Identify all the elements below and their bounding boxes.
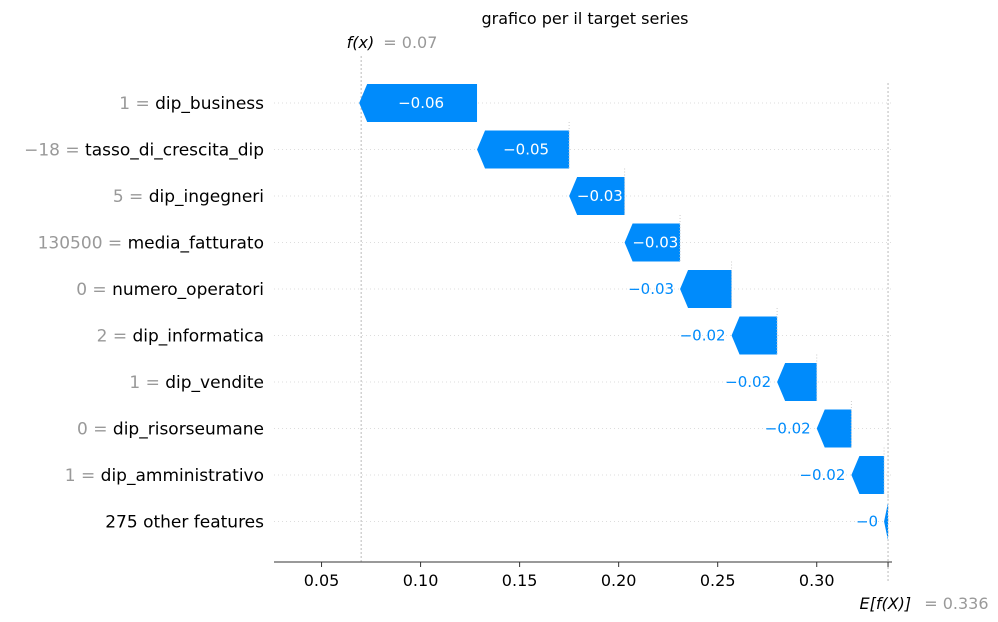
shap-bar bbox=[359, 84, 478, 122]
feature-label: 5 = dip_ingegneri bbox=[113, 187, 264, 207]
feature-value: 130500 = bbox=[38, 234, 128, 254]
x-tick-label: 0.25 bbox=[700, 571, 736, 590]
x-axis: 0.05 0.10 0.15 0.20 0.25 0.30 bbox=[274, 561, 892, 590]
feature-label: 130500 = media_fatturato bbox=[38, 234, 264, 254]
feature-name: numero_operatori bbox=[112, 280, 264, 300]
bar-value-label: −0.06 bbox=[398, 94, 444, 112]
shap-bar bbox=[624, 223, 681, 262]
feature-label: 1 = dip_vendite bbox=[129, 373, 264, 393]
feature-value: 5 = bbox=[113, 187, 149, 207]
feature-name: tasso_di_crescita_dip bbox=[85, 141, 264, 161]
feature-label: −18 = tasso_di_crescita_dip bbox=[24, 141, 264, 161]
feature-name: dip_business bbox=[155, 94, 264, 114]
bar-value-label: −0.03 bbox=[628, 280, 674, 298]
shap-bar bbox=[731, 316, 778, 355]
feature-name: dip_risorseumane bbox=[113, 420, 264, 440]
feature-value: 1 = bbox=[119, 94, 155, 114]
feature-name: dip_amministrativo bbox=[101, 466, 264, 486]
shap-bar bbox=[816, 409, 852, 448]
feature-name: dip_informatica bbox=[132, 327, 264, 347]
x-tick-label: 0.05 bbox=[304, 571, 340, 590]
feature-value: 1 = bbox=[129, 373, 165, 393]
shap-bar bbox=[569, 177, 625, 215]
bar-value-label: −0.02 bbox=[799, 466, 845, 484]
ex-annotation: E[f(X)] = 0.336 bbox=[859, 594, 988, 613]
bar-value-label: −0 bbox=[856, 513, 878, 531]
feature-label: 1 = dip_business bbox=[119, 94, 264, 114]
x-tick-label: 0.30 bbox=[799, 571, 835, 590]
x-tick-label: 0.20 bbox=[601, 571, 637, 590]
feature-name: dip_vendite bbox=[165, 373, 264, 393]
bar-value-label: −0.05 bbox=[503, 141, 549, 159]
x-tick-label: 0.15 bbox=[502, 571, 538, 590]
bars bbox=[359, 84, 889, 541]
shap-bar bbox=[777, 363, 817, 401]
feature-labels: −0.06 1 = dip_business −0.05 −18 = tasso_di… bbox=[24, 94, 878, 533]
feature-label: 2 = dip_informatica bbox=[97, 327, 264, 347]
feature-value: 0 = bbox=[76, 280, 112, 300]
feature-label: 275 other features bbox=[105, 513, 264, 533]
feature-value: 1 = bbox=[65, 466, 101, 486]
feature-label: 1 = dip_amministrativo bbox=[65, 466, 264, 486]
x-tick-label: 0.10 bbox=[403, 571, 439, 590]
bar-value-label: −0.02 bbox=[725, 373, 771, 391]
bar-value-label: −0.03 bbox=[632, 234, 678, 252]
fx-annotation: f(x) = 0.07 bbox=[347, 33, 438, 52]
feature-label: 0 = numero_operatori bbox=[76, 280, 264, 300]
feature-value: −18 = bbox=[24, 141, 85, 161]
bar-value-label: −0.02 bbox=[765, 420, 811, 438]
reference-lines bbox=[360, 56, 889, 582]
feature-label: 0 = dip_risorseumane bbox=[77, 420, 264, 440]
feature-value: 0 = bbox=[77, 420, 113, 440]
shap-bar bbox=[884, 502, 889, 541]
chart-title: grafico per il target series bbox=[481, 9, 688, 28]
feature-name: dip_ingegneri bbox=[149, 187, 264, 207]
shap-bar bbox=[680, 270, 732, 308]
feature-name: media_fatturato bbox=[128, 234, 264, 254]
bar-value-label: −0.03 bbox=[577, 187, 623, 205]
feature-name: 275 other features bbox=[105, 513, 264, 533]
shap-bar bbox=[477, 130, 570, 169]
shap-bar bbox=[851, 456, 885, 494]
gridlines bbox=[274, 102, 892, 522]
feature-value: 2 = bbox=[97, 327, 133, 347]
bar-value-label: −0.02 bbox=[680, 327, 726, 345]
